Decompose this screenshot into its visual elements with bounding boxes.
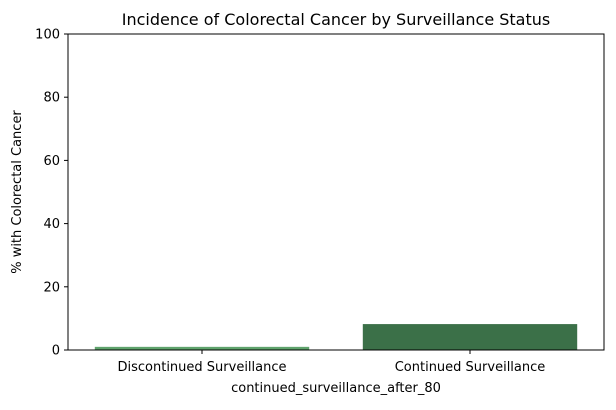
y-tick-label-3: 60	[43, 154, 60, 169]
y-tick-label-0: 0	[52, 344, 60, 359]
y-tick-label-4: 80	[43, 91, 60, 106]
y-tick-label-2: 40	[43, 217, 60, 232]
bars-layer	[94, 324, 578, 350]
x-axis-ticks: Discontinued Surveillance Continued Surve…	[117, 350, 545, 375]
x-tick-label-0: Discontinued Surveillance	[117, 360, 286, 375]
bar-0	[94, 346, 310, 350]
plot-frame	[67, 33, 605, 351]
y-tick-label-1: 20	[43, 280, 60, 295]
x-tick-label-1: Continued Surveillance	[395, 360, 546, 375]
y-axis-label: % with Colorectal Cancer	[10, 110, 25, 274]
y-tick-label-5: 100	[35, 28, 60, 43]
bar-1	[362, 324, 578, 350]
y-axis-ticks: 0 20 40 60 80 100	[35, 28, 68, 359]
x-axis-label: continued_surveillance_after_80	[231, 381, 441, 396]
chart-title: Incidence of Colorectal Cancer by Survei…	[122, 10, 550, 29]
